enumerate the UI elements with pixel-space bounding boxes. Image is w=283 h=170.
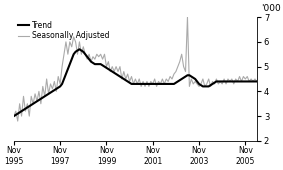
Text: '000: '000 [261, 4, 281, 13]
Legend: Trend, Seasonally Adjusted: Trend, Seasonally Adjusted [18, 21, 110, 40]
